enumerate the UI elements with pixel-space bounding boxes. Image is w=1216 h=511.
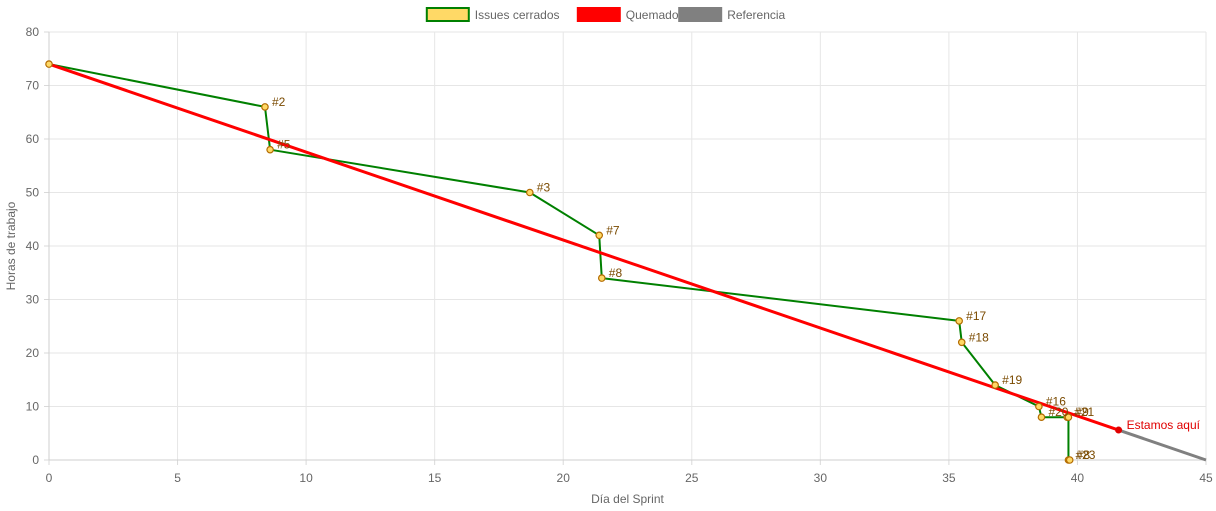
issue-point: [45, 60, 53, 68]
x-tick-label: 20: [557, 471, 571, 485]
series-layer: [45, 60, 1207, 464]
legend-label: Issues cerrados: [475, 8, 560, 22]
issue-point: [1065, 456, 1074, 464]
y-tick-label: 30: [26, 293, 40, 307]
issue-label: #21: [1074, 405, 1094, 419]
issue-label: #20: [1048, 405, 1068, 419]
issue-point: [525, 188, 534, 197]
point-labels: #2#5#3#7#8#17#18#19#16#20 #21#9#23#8Estam…: [272, 95, 1201, 462]
issue-point: [266, 145, 274, 154]
issue-point: [957, 338, 966, 347]
issue-point: [991, 381, 999, 389]
burned-line: [48, 62, 1120, 432]
legend-swatch: [576, 7, 621, 22]
current-day-label: Estamos aquí: [1127, 418, 1201, 432]
y-tick-label: 50: [26, 186, 40, 200]
x-axis-title: Día del Sprint: [591, 492, 664, 506]
issue-label: #3: [537, 181, 551, 195]
y-tick-label: 20: [26, 346, 40, 360]
issue-point: [1064, 413, 1073, 422]
issue-label: #17: [966, 309, 986, 323]
issue-label: #16: [1046, 395, 1066, 409]
issue-label: #18: [969, 330, 989, 344]
issues-closed-line: [48, 63, 1070, 461]
legend-label: Quemado: [626, 8, 679, 22]
issue-label: #23: [1075, 448, 1095, 462]
y-axis-title: Horas de trabajo: [4, 201, 18, 290]
y-tick-label: 0: [32, 453, 39, 467]
issue-label: #2: [272, 95, 286, 109]
issue-point: [261, 103, 269, 111]
x-tick-label: 0: [46, 471, 53, 485]
y-tick-label: 80: [26, 25, 40, 39]
grid: [48, 31, 1207, 461]
y-tick-label: 40: [26, 239, 40, 253]
axes: 0 5 10 15 20 25 30 35 40 45 0 10 20 30 40 50 60 70 80: [26, 25, 1213, 485]
issue-label: #8: [1077, 448, 1091, 462]
issue-point: [595, 231, 604, 240]
legend-label: Referencia: [727, 8, 785, 22]
issue-label: #7: [606, 223, 620, 237]
current-day-point: [1115, 426, 1123, 434]
legend-swatch: [425, 7, 470, 22]
issue-point: [597, 274, 606, 282]
x-tick-label: 10: [299, 471, 313, 485]
issue-label: #19: [1002, 373, 1022, 387]
issue-label: #5: [277, 138, 291, 152]
y-tick-label: 10: [26, 400, 40, 414]
x-tick-label: 35: [942, 471, 956, 485]
x-tick-label: 40: [1071, 471, 1085, 485]
issue-point: [1037, 413, 1046, 422]
y-tick-label: 60: [26, 132, 40, 146]
chart-legend: Issues cerrados Quemado Referencia: [425, 7, 786, 22]
issue-label: #9: [1075, 405, 1089, 419]
x-tick-label: 5: [174, 471, 181, 485]
x-tick-label: 30: [814, 471, 828, 485]
issue-label: #8: [609, 266, 623, 280]
reference-line: [1118, 428, 1207, 462]
x-tick-label: 45: [1199, 471, 1213, 485]
issue-point: [955, 317, 963, 325]
x-tick-label: 15: [428, 471, 442, 485]
issue-point: [1035, 402, 1043, 411]
x-tick-label: 25: [685, 471, 699, 485]
legend-swatch: [678, 7, 723, 22]
y-tick-label: 70: [26, 79, 40, 93]
